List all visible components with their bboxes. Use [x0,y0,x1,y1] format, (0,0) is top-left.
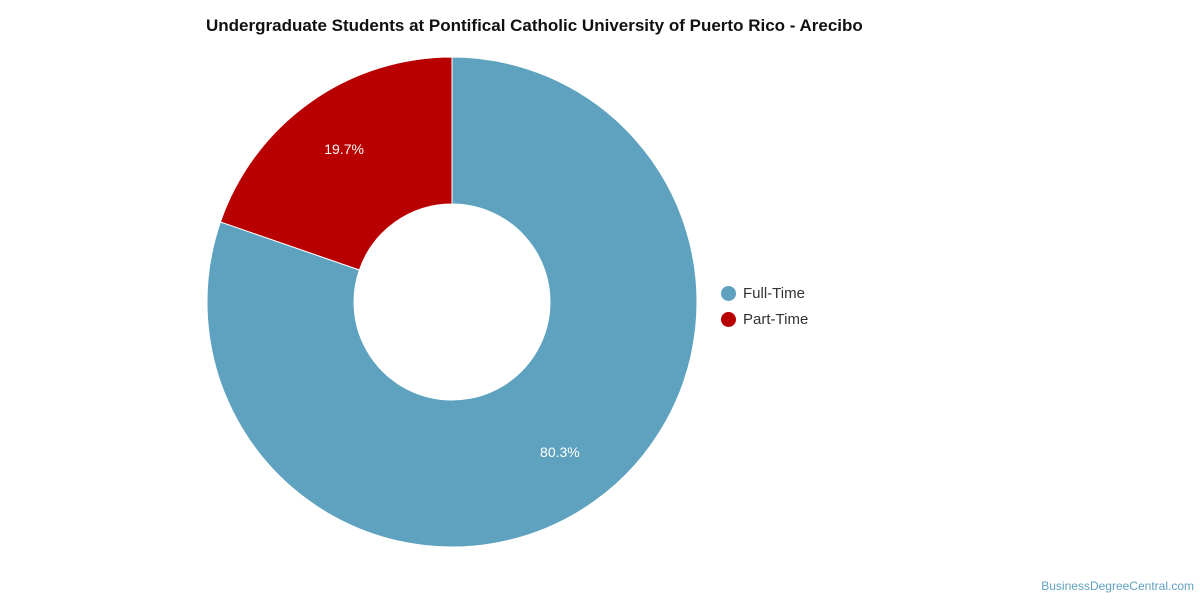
donut-slice-part-time[interactable] [219,56,453,271]
legend-label-part-time: Part-Time [743,310,809,328]
chart-title: Undergraduate Students at Pontifical Cat… [206,16,863,35]
watermark-link[interactable]: BusinessDegreeCentral.com [1041,579,1194,593]
legend-item-part-time[interactable]: Part-Time [721,306,808,332]
legend-label-full-time: Full-Time [743,284,805,302]
legend-swatch-full-time [721,285,736,301]
data-label-part-time: 19.7% [324,141,364,157]
data-label-full-time: 80.3% [540,444,580,460]
legend-item-full-time[interactable]: Full-Time [721,280,808,306]
legend-swatch-part-time [721,311,736,327]
chart-legend: Full-Time Part-Time [721,280,808,332]
donut-slice-full-time[interactable] [206,56,698,548]
